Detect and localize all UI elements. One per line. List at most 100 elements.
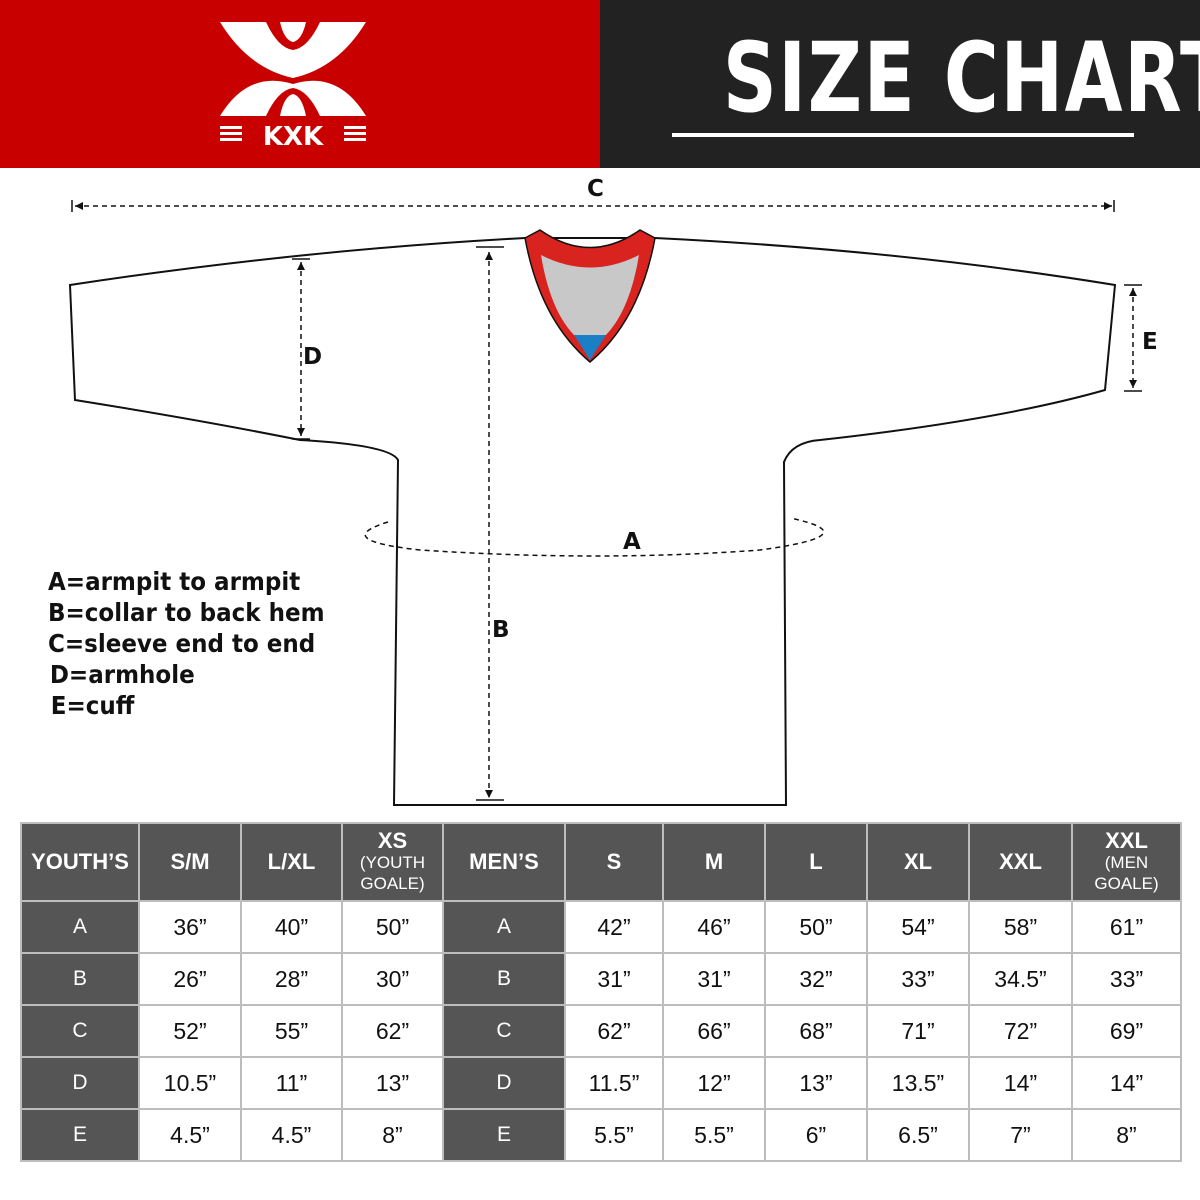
table-cell: 32” (764, 952, 868, 1006)
table-cell: 34.5” (968, 952, 1073, 1006)
column-header-label: XXL (1105, 828, 1148, 853)
title-underline (672, 133, 1134, 137)
table-cell: 55” (240, 1004, 343, 1058)
table-cell: 10.5” (138, 1056, 242, 1110)
jersey-diagram (68, 200, 1142, 806)
table-cell: 58” (968, 900, 1073, 954)
table-cell: 5.5” (662, 1108, 766, 1162)
row-label: B (20, 952, 140, 1006)
row-label: E (20, 1108, 140, 1162)
header-title-panel (600, 0, 1200, 168)
table-cell: 6” (764, 1108, 868, 1162)
column-header: L/XL (240, 822, 343, 902)
column-header: XS (YOUTH GOALE) (341, 822, 444, 902)
label-e: E (1142, 329, 1158, 355)
column-header-label: S (606, 849, 622, 874)
table-cell: 7” (968, 1108, 1073, 1162)
legend-item-c: C=sleeve end to end (48, 629, 316, 658)
label-a: A (623, 529, 641, 555)
column-header-sublabel: (MEN GOALE) (1094, 853, 1159, 893)
row-label: A (442, 900, 566, 954)
table-cell: 52” (138, 1004, 242, 1058)
table-cell: 36” (138, 900, 242, 954)
row-label: C (20, 1004, 140, 1058)
column-header-label: L (809, 849, 823, 874)
table-cell: 72” (968, 1004, 1073, 1058)
column-header: M (662, 822, 766, 902)
table-cell: 4.5” (240, 1108, 343, 1162)
table-row: E 4.5” 4.5” 8” E 5.5” 5.5” 6” 6.5” 7” 8” (20, 1108, 1182, 1162)
table-cell: 46” (662, 900, 766, 954)
table-cell: 14” (968, 1056, 1073, 1110)
legend-item-a: A=armpit to armpit (48, 567, 301, 596)
legend-item-b: B=collar to back hem (48, 598, 325, 627)
table-cell: 50” (764, 900, 868, 954)
table-cell: 31” (662, 952, 766, 1006)
table-cell: 30” (341, 952, 444, 1006)
column-header-label: L/XL (267, 849, 316, 874)
kxk-logo: KXK (220, 22, 366, 150)
column-header-label: XS (377, 828, 408, 853)
page-title: SIZE CHART (722, 22, 1200, 134)
table-cell: 26” (138, 952, 242, 1006)
legend-item-e: E=cuff (50, 691, 135, 720)
column-header: S (564, 822, 664, 902)
table-cell: 14” (1071, 1056, 1182, 1110)
column-header: MEN’S (442, 822, 566, 902)
table-cell: 4.5” (138, 1108, 242, 1162)
label-b: B (492, 617, 510, 643)
table-cell: 62” (341, 1004, 444, 1058)
table-header-row: YOUTH’S S/M L/XL XS (YOUTH GOALE) MEN’S S M L XL X… (20, 822, 1182, 902)
column-header-label: MEN’S (469, 849, 539, 874)
table-cell: 13.5” (866, 1056, 970, 1110)
table-cell: 8” (341, 1108, 444, 1162)
table-cell: 8” (1071, 1108, 1182, 1162)
table-cell: 40” (240, 900, 343, 954)
legend-item-d: D=armhole (49, 660, 195, 689)
row-label: D (442, 1056, 566, 1110)
table-row: C 52” 55” 62” C 62” 66” 68” 71” 72” 69” (20, 1004, 1182, 1058)
table-cell: 5.5” (564, 1108, 664, 1162)
column-header: XXL (MEN GOALE) (1071, 822, 1182, 902)
table-cell: 13” (764, 1056, 868, 1110)
table-cell: 33” (866, 952, 970, 1006)
column-header-label: YOUTH’S (31, 849, 129, 874)
column-header: S/M (138, 822, 242, 902)
column-header-sublabel: (YOUTH GOALE) (359, 853, 426, 893)
label-d: D (303, 344, 323, 370)
column-header-label: S/M (170, 849, 210, 874)
column-header: XXL (968, 822, 1073, 902)
table-cell: 42” (564, 900, 664, 954)
table-cell: 33” (1071, 952, 1182, 1006)
label-c: C (587, 176, 604, 202)
size-table: YOUTH’S S/M L/XL XS (YOUTH GOALE) MEN’S S M L XL X… (20, 822, 1182, 1162)
table-cell: 50” (341, 900, 444, 954)
column-header: YOUTH’S (20, 822, 140, 902)
table-cell: 6.5” (866, 1108, 970, 1162)
column-header-label: XL (903, 849, 933, 874)
row-label: C (442, 1004, 566, 1058)
row-label: D (20, 1056, 140, 1110)
table-cell: 11.5” (564, 1056, 664, 1110)
table-cell: 31” (564, 952, 664, 1006)
table-cell: 68” (764, 1004, 868, 1058)
table-cell: 12” (662, 1056, 766, 1110)
table-cell: 69” (1071, 1004, 1182, 1058)
svg-text:KXK: KXK (263, 122, 324, 150)
table-cell: 71” (866, 1004, 970, 1058)
table-cell: 13” (341, 1056, 444, 1110)
column-header: L (764, 822, 868, 902)
column-header: XL (866, 822, 970, 902)
table-row: D 10.5” 11” 13” D 11.5” 12” 13” 13.5” 14” 14” (20, 1056, 1182, 1110)
table-cell: 28” (240, 952, 343, 1006)
column-header-label: XXL (999, 849, 1042, 874)
table-cell: 62” (564, 1004, 664, 1058)
row-label: A (20, 900, 140, 954)
row-label: E (442, 1108, 566, 1162)
table-cell: 54” (866, 900, 970, 954)
column-header-label: M (704, 849, 724, 874)
table-cell: 66” (662, 1004, 766, 1058)
table-cell: 11” (240, 1056, 343, 1110)
table-row: A 36” 40” 50” A 42” 46” 50” 54” 58” 61” (20, 900, 1182, 954)
table-cell: 61” (1071, 900, 1182, 954)
